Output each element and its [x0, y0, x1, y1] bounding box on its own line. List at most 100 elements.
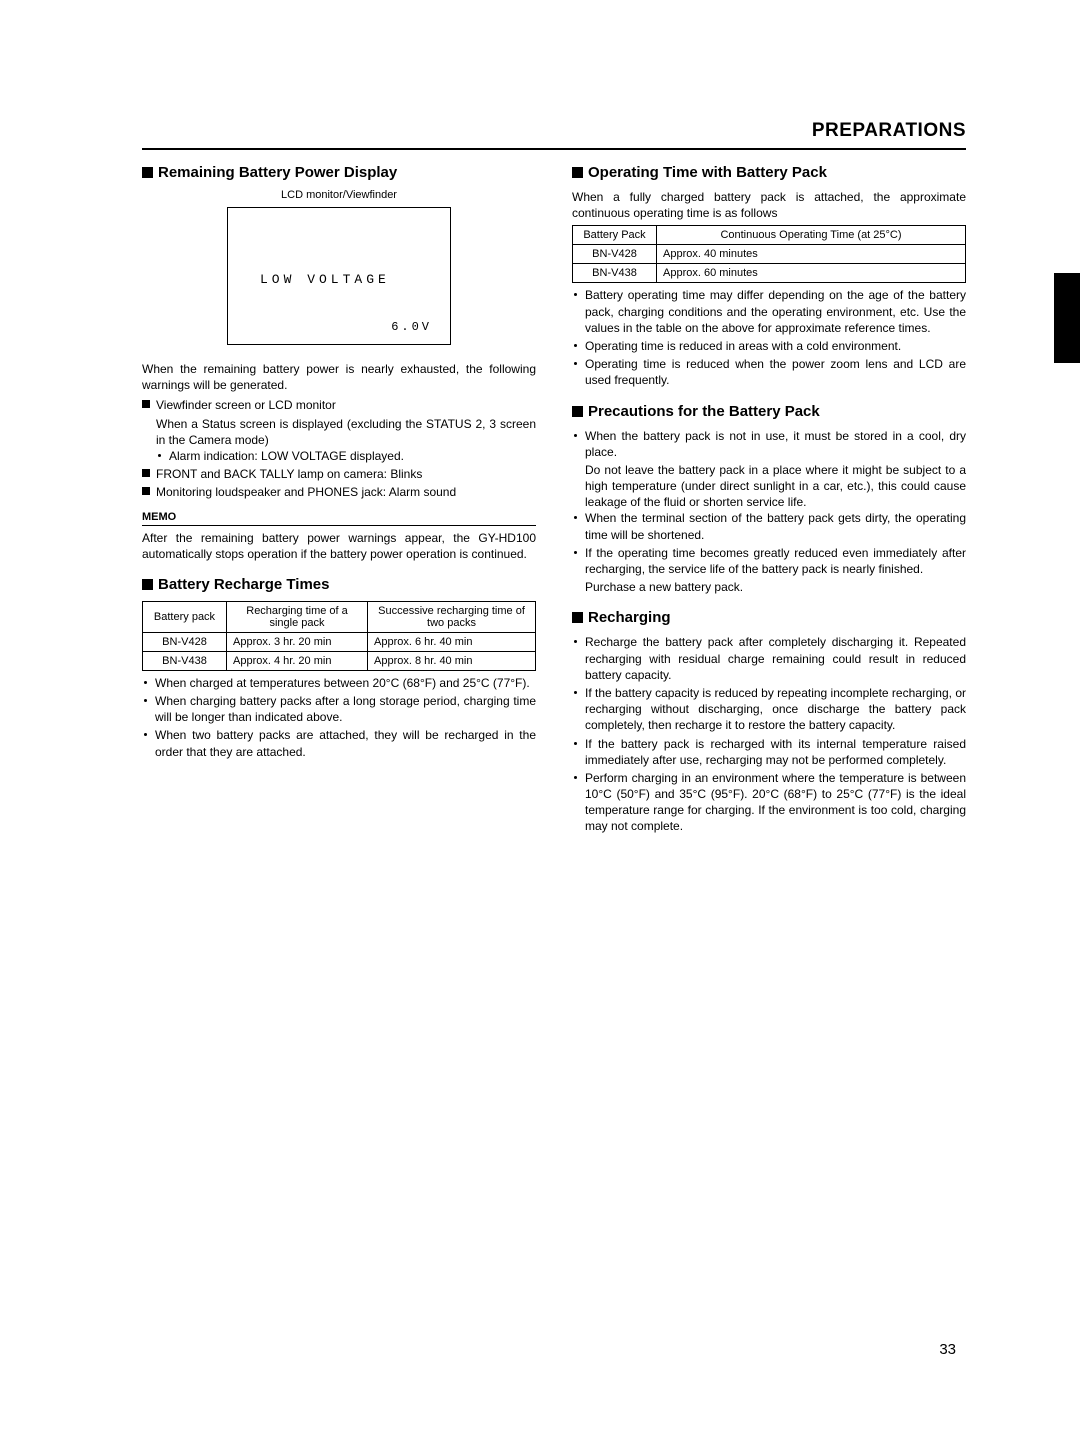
list-text: Monitoring loudspeaker and PHONES jack: … [156, 484, 456, 500]
section-heading: Battery Recharge Times [142, 576, 536, 593]
lcd-voltage-value: 6.0V [391, 320, 432, 334]
table-header: Successive recharging time of two packs [368, 601, 536, 632]
dot-icon [574, 742, 577, 745]
section-tab [1054, 273, 1080, 363]
square-list: Viewfinder screen or LCD monitor When a … [142, 397, 536, 500]
bullet-text: Operating time is reduced in areas with … [585, 338, 966, 354]
list-item: Operating time is reduced in areas with … [572, 338, 966, 354]
table-row: BN-V438 Approx. 4 hr. 20 min Approx. 8 h… [143, 651, 536, 670]
operating-time-table: Battery Pack Continuous Operating Time (… [572, 225, 966, 283]
page-content: PREPARATIONS Remaining Battery Power Dis… [0, 0, 1080, 837]
table-row: Battery Pack Continuous Operating Time (… [573, 226, 966, 245]
list-item: FRONT and BACK TALLY lamp on camera: Bli… [142, 466, 536, 482]
memo-text: After the remaining battery power warnin… [142, 530, 536, 562]
heading-text: Operating Time with Battery Pack [588, 164, 827, 181]
bullet-text: When charging battery packs after a long… [155, 693, 536, 725]
list-item: Viewfinder screen or LCD monitor [142, 397, 536, 413]
bullet-list: When the battery pack is not in use, it … [572, 428, 966, 596]
bullet-list: When charged at temperatures between 20°… [142, 675, 536, 760]
square-icon [142, 400, 150, 408]
bullet-text: Recharge the battery pack after complete… [585, 634, 966, 683]
square-icon [142, 469, 150, 477]
lcd-diagram: LOW VOLTAGE 6.0V [227, 207, 451, 345]
dot-icon [144, 733, 147, 736]
table-cell: BN-V428 [143, 632, 227, 651]
memo-rule [142, 525, 536, 526]
table-header: Battery Pack [573, 226, 657, 245]
list-item: When charging battery packs after a long… [142, 693, 536, 725]
list-text: FRONT and BACK TALLY lamp on camera: Bli… [156, 466, 422, 482]
list-item: When charged at temperatures between 20°… [142, 675, 536, 691]
square-bullet-icon [572, 406, 583, 417]
list-item: If the operating time becomes greatly re… [572, 545, 966, 577]
square-icon [142, 487, 150, 495]
table-row: BN-V428 Approx. 40 minutes [573, 245, 966, 264]
list-item: If the battery capacity is reduced by re… [572, 685, 966, 734]
continuation-text: Do not leave the battery pack in a place… [585, 462, 966, 511]
list-item: When the battery pack is not in use, it … [572, 428, 966, 460]
paragraph: When a fully charged battery pack is att… [572, 189, 966, 221]
heading-text: Precautions for the Battery Pack [588, 403, 820, 420]
list-item: Battery operating time may differ depend… [572, 287, 966, 336]
bullet-text: When the terminal section of the battery… [585, 510, 966, 542]
dot-icon [574, 293, 577, 296]
table-row: Battery pack Recharging time of a single… [143, 601, 536, 632]
heading-text: Remaining Battery Power Display [158, 164, 397, 181]
dot-icon [574, 344, 577, 347]
table-cell: Approx. 4 hr. 20 min [227, 651, 368, 670]
square-bullet-icon [142, 167, 153, 178]
section-heading: Remaining Battery Power Display [142, 164, 536, 181]
continuation-text: Purchase a new battery pack. [585, 579, 966, 595]
table-header: Battery pack [143, 601, 227, 632]
heading-text: Recharging [588, 609, 671, 626]
table-cell: BN-V438 [573, 264, 657, 283]
table-cell: Approx. 60 minutes [657, 264, 966, 283]
bullet-text: When charged at temperatures between 20°… [155, 675, 536, 691]
table-header: Recharging time of a single pack [227, 601, 368, 632]
table-cell: BN-V428 [573, 245, 657, 264]
sub-bullet: Alarm indication: LOW VOLTAGE displayed. [156, 448, 536, 464]
bullet-text: When two battery packs are attached, the… [155, 727, 536, 759]
list-text: Viewfinder screen or LCD monitor [156, 397, 336, 413]
section-heading: Operating Time with Battery Pack [572, 164, 966, 181]
bullet-text: Perform charging in an environment where… [585, 770, 966, 835]
dot-icon [574, 516, 577, 519]
bullet-text: If the battery pack is recharged with it… [585, 736, 966, 768]
dot-icon [158, 454, 161, 457]
bullet-text: Battery operating time may differ depend… [585, 287, 966, 336]
table-header: Continuous Operating Time (at 25°C) [657, 226, 966, 245]
table-cell: BN-V438 [143, 651, 227, 670]
list-item: Perform charging in an environment where… [572, 770, 966, 835]
recharge-times-table: Battery pack Recharging time of a single… [142, 601, 536, 671]
dot-icon [574, 434, 577, 437]
dot-icon [574, 362, 577, 365]
section-heading: Precautions for the Battery Pack [572, 403, 966, 420]
dot-icon [574, 640, 577, 643]
list-item: Operating time is reduced when the power… [572, 356, 966, 388]
bullet-text: Operating time is reduced when the power… [585, 356, 966, 388]
table-cell: Approx. 8 hr. 40 min [368, 651, 536, 670]
section-heading: Recharging [572, 609, 966, 626]
square-bullet-icon [572, 612, 583, 623]
bullet-list: Battery operating time may differ depend… [572, 287, 966, 388]
dot-icon [574, 691, 577, 694]
two-column-layout: Remaining Battery Power Display LCD moni… [142, 164, 966, 837]
heading-text: Battery Recharge Times [158, 576, 329, 593]
dot-icon [144, 681, 147, 684]
dot-icon [574, 551, 577, 554]
square-bullet-icon [572, 167, 583, 178]
sub-text: When a Status screen is displayed (exclu… [156, 416, 536, 448]
list-item: When two battery packs are attached, the… [142, 727, 536, 759]
table-row: BN-V428 Approx. 3 hr. 20 min Approx. 6 h… [143, 632, 536, 651]
table-row: BN-V438 Approx. 60 minutes [573, 264, 966, 283]
paragraph: When the remaining battery power is near… [142, 361, 536, 393]
list-item: When the terminal section of the battery… [572, 510, 966, 542]
lcd-caption: LCD monitor/Viewfinder [142, 189, 536, 201]
dot-icon [144, 699, 147, 702]
list-item: If the battery pack is recharged with it… [572, 736, 966, 768]
left-column: Remaining Battery Power Display LCD moni… [142, 164, 536, 837]
dot-icon [574, 776, 577, 779]
table-cell: Approx. 3 hr. 20 min [227, 632, 368, 651]
square-bullet-icon [142, 579, 153, 590]
bullet-text: When the battery pack is not in use, it … [585, 428, 966, 460]
